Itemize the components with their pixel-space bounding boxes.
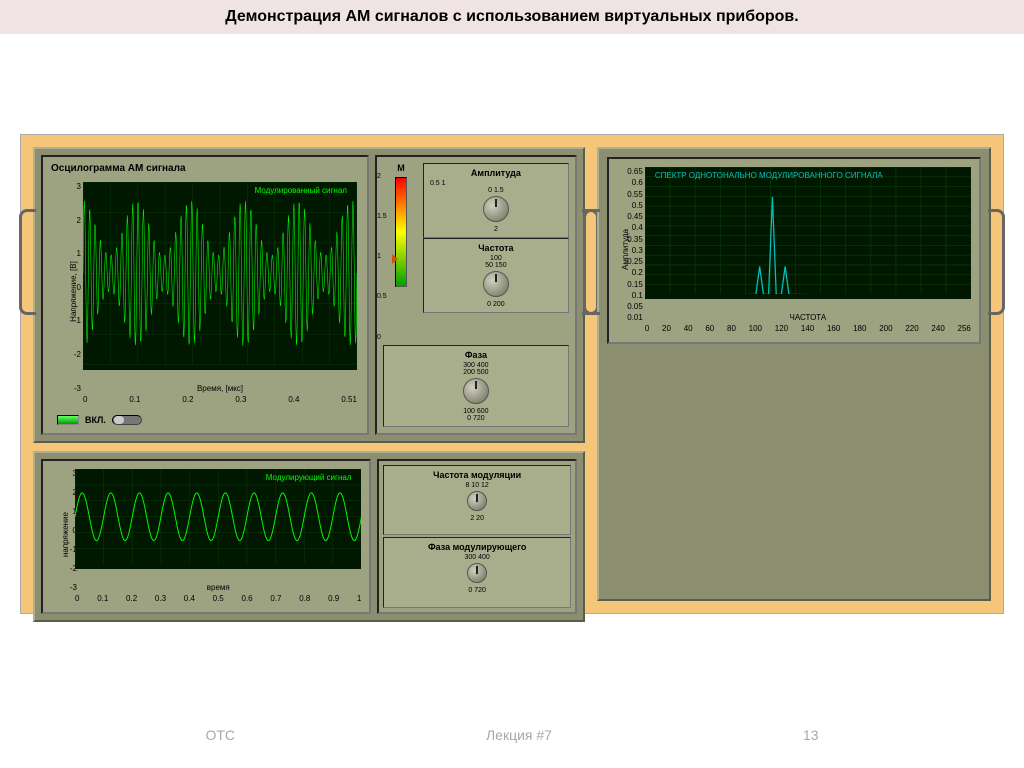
scope-x-label: Время, [мкс] [83, 384, 357, 393]
footer-page: 13 [803, 727, 819, 743]
phase-label: Фаза [388, 350, 564, 360]
instrument-stage: Осцилограмма АМ сигнала Напряжение, [В] … [20, 134, 1004, 614]
phase-group: Фаза 300 400 200 500 100 600 0 720 [383, 345, 569, 427]
spectrum-y-ticks: 0.650.60.550.50.450.40.350.30.250.20.150… [619, 167, 643, 322]
slide-footer: ОТС Лекция #7 13 [0, 727, 1024, 743]
mod-x-label: время [75, 583, 361, 592]
footer-left: ОТС [205, 727, 235, 743]
mod-phase-group: Фаза модулирующего 300 400 0 720 [383, 537, 570, 608]
mod-x-ticks: 00.10.20.30.40.50.60.70.80.91 [75, 594, 361, 606]
mod-y-ticks: 3210-1-2-3 [53, 469, 77, 592]
mod-signal-label: Модулирующий сигнал [266, 473, 352, 482]
amplitude-group: Амплитуда 0.5 1 0 1.5 2 [423, 163, 569, 238]
power-switch[interactable] [112, 415, 142, 425]
scope-screen: Модулированный сигнал [83, 182, 357, 370]
slide-title: Демонстрация АМ сигналов с использование… [0, 0, 1024, 34]
mod-controls: Частота модуляции 8 10 12 2 20 Фаза моду… [377, 459, 576, 614]
scope-panel: Осцилограмма АМ сигнала Напряжение, [В] … [41, 155, 369, 435]
m-label: M [397, 163, 405, 173]
spectrum-screen: СПЕКТР ОДНОТОНАЛЬНО МОДУЛИРОВАННОГО СИГН… [645, 167, 971, 299]
spectrum-x-ticks: 020406080100120140160180200220240256 [645, 324, 971, 336]
scope-signal-label: Модулированный сигнал [255, 186, 347, 195]
mod-freq-group: Частота модуляции 8 10 12 2 20 [383, 465, 570, 536]
power-label: ВКЛ. [85, 415, 106, 425]
mod-screen: Модулирующий сигнал [75, 469, 361, 569]
power-led [57, 415, 79, 425]
amplitude-label: Амплитуда [428, 168, 564, 178]
frequency-group: Частота 100 50 150 0 200 [423, 238, 569, 313]
spectrum-instrument: Амплитуда 0.650.60.550.50.450.40.350.30.… [597, 147, 991, 601]
scope-title: Осцилограмма АМ сигнала [47, 161, 363, 176]
spectrum-signal-label: СПЕКТР ОДНОТОНАЛЬНО МОДУЛИРОВАННОГО СИГН… [655, 171, 883, 180]
spectrum-x-label: ЧАСТОТА [645, 313, 971, 322]
modulating-instrument: напряжение 3210-1-2-3 Модулирующий сигна… [33, 451, 585, 622]
m-slider[interactable] [395, 177, 407, 287]
mod-freq-label: Частота модуляции [388, 470, 565, 480]
mod-freq-knob[interactable] [467, 491, 487, 511]
frequency-label: Частота [428, 243, 564, 253]
scope-x-ticks: 00.10.20.30.40.51 [83, 395, 357, 407]
oscilloscope-instrument: Осцилограмма АМ сигнала Напряжение, [В] … [33, 147, 585, 443]
mod-phase-label: Фаза модулирующего [388, 542, 565, 552]
phase-knob[interactable] [463, 378, 489, 404]
footer-center: Лекция #7 [486, 727, 552, 743]
controls-panel: M 21.510.50 Амплитуда 0.5 1 [375, 155, 577, 435]
frequency-knob[interactable] [483, 271, 509, 297]
amplitude-knob[interactable] [483, 196, 509, 222]
scope-y-ticks: 3210-1-2-3 [57, 182, 81, 393]
mod-phase-knob[interactable] [467, 563, 487, 583]
